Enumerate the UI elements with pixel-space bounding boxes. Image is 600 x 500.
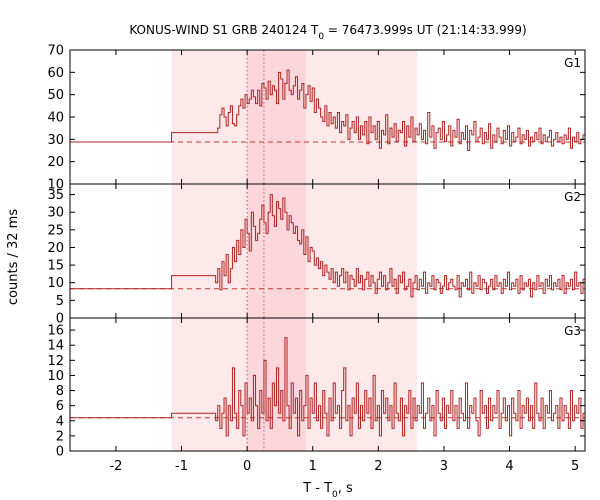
x-tick-label: 1 <box>309 459 317 474</box>
x-tick-label: 5 <box>571 459 579 474</box>
panel-label: G3 <box>564 324 581 338</box>
y-tick-label: 10 <box>47 276 64 291</box>
y-tick-label: 15 <box>47 259 64 274</box>
lightcurve-series-g1 <box>70 69 585 151</box>
x-tick-label: 0 <box>243 459 251 474</box>
x-tick-label: -2 <box>109 459 122 474</box>
y-tick-label: 0 <box>56 312 64 327</box>
y-tick-label: 8 <box>56 384 64 399</box>
panel-g2: 0 5 10 15 20 25 30 35 G2 <box>47 183 586 327</box>
y-tick-label: 14 <box>47 339 64 354</box>
y-tick-label: 4 <box>56 414 64 429</box>
x-tick-label: 4 <box>505 459 513 474</box>
y-tick-label: 60 <box>47 66 64 81</box>
x-tick-label: -1 <box>175 459 188 474</box>
y-tick-label: 25 <box>47 223 64 238</box>
panel-label: G2 <box>564 190 581 204</box>
y-tick-label: 5 <box>56 294 64 309</box>
x-tick-label: 2 <box>374 459 382 474</box>
panel-g1: 10 20 30 40 50 60 70 G1 <box>47 44 586 193</box>
chart-title: KONUS-WIND S1 GRB 240124 T0 = 76473.999s… <box>129 23 526 42</box>
y-tick-label: 12 <box>47 354 64 369</box>
y-tick-label: 70 <box>47 44 64 59</box>
y-axis-label: counts / 32 ms <box>6 209 21 305</box>
panel-frame <box>69 317 586 452</box>
y-tick-label: 16 <box>47 324 64 339</box>
y-tick-label: 30 <box>47 206 64 221</box>
y-tick-label: 40 <box>47 111 64 126</box>
shaded-interval-1 <box>247 50 306 184</box>
y-tick-label: 0 <box>56 445 64 460</box>
x-axis-label: T - T0, s <box>302 481 353 500</box>
lightcurve-series-g2 <box>70 194 585 298</box>
y-tick-label: 50 <box>47 88 64 103</box>
y-tick-label: 2 <box>56 429 64 444</box>
lightcurve-series-g3 <box>70 337 585 437</box>
panel-label: G1 <box>564 56 581 70</box>
y-tick-label: 35 <box>47 188 64 203</box>
y-tick-label: 30 <box>47 133 64 148</box>
x-tick-label: 3 <box>440 459 448 474</box>
y-tick-label: 10 <box>47 178 64 193</box>
y-tick-label: 20 <box>47 241 64 256</box>
y-tick-label: 20 <box>47 155 64 170</box>
y-tick-label: 6 <box>56 399 64 414</box>
y-tick-label: 10 <box>47 369 64 384</box>
